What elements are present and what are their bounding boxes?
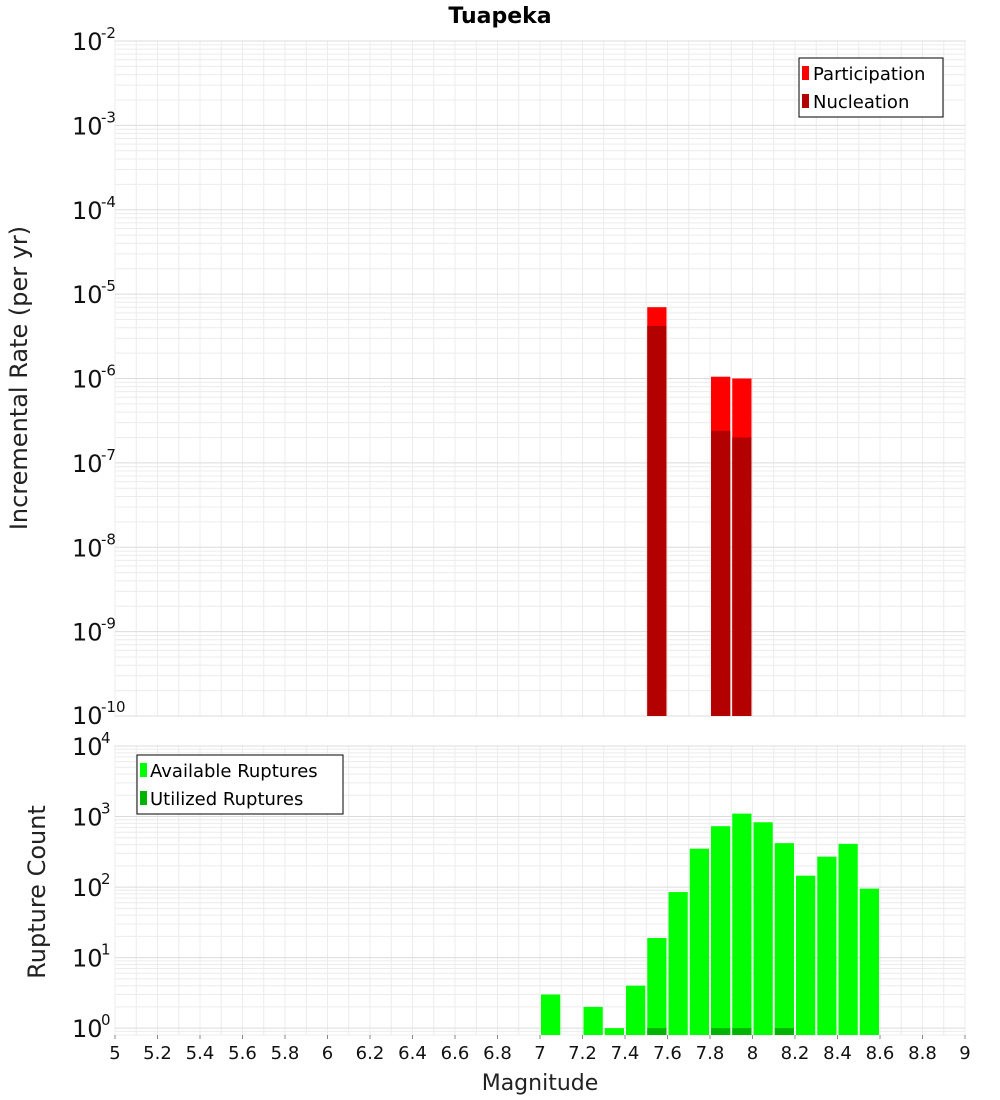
- rate-y-tick-label: 10: [72, 197, 103, 225]
- rate-y-tick-exponent: -10: [101, 698, 126, 716]
- count-legend: Available Ruptures Utilized Ruptures: [136, 754, 344, 815]
- rate-bars: [647, 307, 752, 716]
- x-tick-label: 8.4: [823, 1043, 852, 1064]
- rate-y-tick-exponent: -5: [101, 277, 116, 295]
- rate-legend-box: [798, 57, 944, 118]
- count-bar-available-ruptures: [732, 813, 752, 1035]
- count-bar-available-ruptures: [668, 892, 688, 1035]
- count-y-axis-label: Rupture Count: [23, 805, 51, 979]
- count-bar-utilized-ruptures: [711, 1028, 731, 1035]
- count-bar-available-ruptures: [774, 843, 794, 1035]
- rate-bar-nucleation: [647, 325, 667, 716]
- x-tick-label: 8.6: [866, 1043, 895, 1064]
- x-tick-label: 5.4: [186, 1043, 215, 1064]
- legend-swatch-available: [140, 763, 147, 777]
- legend-swatch-nucleation: [802, 94, 809, 108]
- count-bar-utilized-ruptures: [732, 1028, 752, 1035]
- rate-y-tick-label: 10: [72, 112, 103, 140]
- count-bar-available-ruptures: [753, 822, 773, 1035]
- rate-y-axis-label: Incremental Rate (per yr): [5, 226, 33, 530]
- count-y-tick-exponent: 0: [101, 1011, 111, 1029]
- x-tick-label: 7: [534, 1043, 545, 1064]
- rate-y-tick-label: 10: [72, 702, 103, 730]
- rate-bar-nucleation: [711, 430, 731, 716]
- x-tick-label: 5.6: [228, 1043, 257, 1064]
- count-bar-available-ruptures: [796, 875, 816, 1035]
- x-tick-label: 6.4: [398, 1043, 427, 1064]
- rate-y-tick-exponent: -7: [101, 446, 116, 464]
- count-bar-available-ruptures: [583, 1006, 603, 1035]
- x-tick-label: 6.6: [441, 1043, 470, 1064]
- x-tick-label: 6.8: [483, 1043, 512, 1064]
- rate-y-tick-label: 10: [72, 366, 103, 394]
- count-bar-available-ruptures: [838, 843, 858, 1035]
- count-y-tick-exponent: 4: [101, 729, 111, 747]
- count-legend-box: [136, 754, 344, 815]
- count-y-tick-exponent: 3: [101, 800, 111, 818]
- count-bar-available-ruptures: [541, 994, 561, 1035]
- rate-bar-nucleation: [732, 437, 752, 716]
- x-tick-label: 7.4: [611, 1043, 640, 1064]
- rate-y-tick-label: 10: [72, 534, 103, 562]
- x-tick-label: 8.2: [781, 1043, 810, 1064]
- count-y-tick-exponent: 2: [101, 870, 111, 888]
- legend-label-participation: Participation: [813, 64, 925, 85]
- rate-grid: [114, 40, 966, 717]
- x-tick-label: 9: [959, 1043, 970, 1064]
- x-tick-label: 7.8: [696, 1043, 725, 1064]
- rate-y-tick-exponent: -9: [101, 615, 116, 633]
- count-bar-available-ruptures: [711, 826, 731, 1035]
- count-bar-available-ruptures: [859, 888, 879, 1035]
- count-bars: [541, 813, 879, 1035]
- x-tick-label: 7.6: [653, 1043, 682, 1064]
- count-bar-available-ruptures: [604, 1028, 624, 1035]
- count-y-tick-label: 10: [72, 945, 103, 973]
- rate-y-tick-exponent: -2: [101, 24, 116, 42]
- x-axis-label: Magnitude: [482, 1071, 599, 1096]
- rate-y-tick-exponent: -6: [101, 362, 116, 380]
- count-y-tick-label: 10: [72, 874, 103, 902]
- legend-label-available: Available Ruptures: [150, 761, 318, 782]
- rate-y-tick-exponent: -4: [101, 193, 116, 211]
- count-bar-utilized-ruptures: [647, 1028, 667, 1035]
- count-bar-available-ruptures: [689, 848, 709, 1035]
- count-y-tick-label: 10: [72, 1015, 103, 1043]
- count-bar-available-ruptures: [647, 937, 667, 1035]
- x-tick-label: 6.2: [356, 1043, 385, 1064]
- rate-y-tick-label: 10: [72, 450, 103, 478]
- x-tick-label: 7.2: [568, 1043, 597, 1064]
- count-bar-utilized-ruptures: [774, 1028, 794, 1035]
- count-y-tick-label: 10: [72, 804, 103, 832]
- rate-y-tick-label: 10: [72, 619, 103, 647]
- rate-legend: Participation Nucleation: [798, 57, 944, 118]
- legend-swatch-participation: [802, 66, 809, 80]
- x-ticks: 5 5.2 5.4 5.6 5.8 6 6.2 6.4 6.6 6.8 7 7.2 7.4 7.6 7.8 8…: [109, 1035, 971, 1064]
- rate-y-tick-label: 10: [72, 281, 103, 309]
- x-tick-label: 6: [322, 1043, 333, 1064]
- count-bar-available-ruptures: [817, 856, 837, 1035]
- legend-swatch-utilized: [140, 791, 147, 805]
- x-tick-label: 5: [109, 1043, 120, 1064]
- x-tick-label: 5.8: [271, 1043, 300, 1064]
- count-y-tick-label: 10: [72, 733, 103, 761]
- x-tick-label: 5.2: [143, 1043, 172, 1064]
- x-tick-label: 8.8: [908, 1043, 937, 1064]
- legend-label-utilized: Utilized Ruptures: [150, 789, 303, 810]
- count-y-tick-exponent: 1: [101, 941, 111, 959]
- legend-label-nucleation: Nucleation: [813, 92, 909, 113]
- count-bar-available-ruptures: [626, 985, 646, 1035]
- chart-title: Tuapeka: [448, 4, 551, 29]
- x-tick-label: 8: [747, 1043, 758, 1064]
- rate-y-tick-label: 10: [72, 28, 103, 56]
- rate-y-tick-exponent: -3: [101, 108, 116, 126]
- rate-y-tick-exponent: -8: [101, 530, 116, 548]
